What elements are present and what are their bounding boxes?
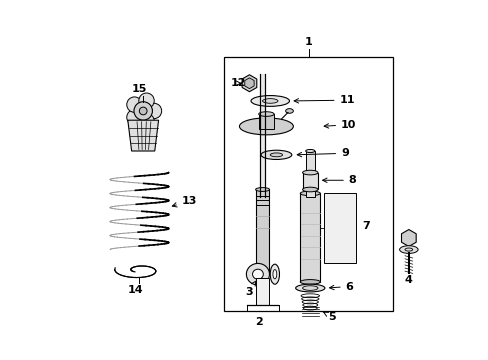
Circle shape — [126, 109, 142, 125]
Bar — [224, 57, 393, 311]
Ellipse shape — [246, 264, 269, 285]
Text: 9: 9 — [297, 148, 348, 158]
Ellipse shape — [302, 187, 317, 192]
Ellipse shape — [404, 248, 412, 251]
Bar — [300, 193, 320, 282]
Text: 8: 8 — [322, 175, 356, 185]
Ellipse shape — [272, 270, 276, 279]
Text: 13: 13 — [172, 196, 197, 207]
Text: 14: 14 — [127, 285, 143, 294]
Ellipse shape — [270, 153, 282, 157]
Ellipse shape — [285, 109, 293, 113]
Ellipse shape — [295, 284, 324, 292]
Text: 15: 15 — [131, 84, 147, 94]
Ellipse shape — [399, 246, 417, 253]
Circle shape — [146, 103, 162, 119]
Text: 10: 10 — [324, 120, 356, 130]
Circle shape — [134, 102, 152, 120]
Text: 11: 11 — [293, 95, 354, 105]
Text: 4: 4 — [404, 275, 412, 285]
Ellipse shape — [261, 150, 291, 159]
Text: 1: 1 — [304, 37, 312, 47]
Ellipse shape — [258, 112, 274, 116]
Text: 12: 12 — [230, 78, 245, 88]
Ellipse shape — [239, 118, 293, 135]
Bar — [260, 74, 264, 197]
Text: 7: 7 — [362, 221, 369, 231]
Ellipse shape — [255, 188, 269, 192]
Ellipse shape — [262, 99, 277, 103]
Circle shape — [139, 107, 147, 115]
Bar — [258, 114, 274, 130]
Text: 3: 3 — [244, 281, 255, 297]
Text: 5: 5 — [322, 311, 335, 321]
Ellipse shape — [302, 170, 317, 175]
Bar — [302, 172, 317, 189]
Circle shape — [139, 93, 154, 108]
Ellipse shape — [270, 264, 279, 284]
Polygon shape — [401, 230, 415, 247]
Ellipse shape — [255, 272, 269, 276]
Polygon shape — [244, 78, 254, 89]
Circle shape — [126, 97, 142, 112]
Polygon shape — [242, 75, 256, 92]
Circle shape — [139, 113, 154, 129]
Ellipse shape — [302, 286, 317, 291]
Text: 2: 2 — [254, 316, 262, 327]
Ellipse shape — [252, 269, 263, 279]
Bar — [255, 189, 269, 274]
Ellipse shape — [250, 95, 289, 106]
Ellipse shape — [300, 280, 320, 284]
Bar — [255, 278, 269, 305]
Text: 6: 6 — [329, 282, 353, 292]
Ellipse shape — [305, 149, 314, 153]
Polygon shape — [127, 120, 158, 151]
Ellipse shape — [300, 191, 320, 195]
Bar — [305, 151, 314, 197]
Bar — [324, 193, 356, 263]
